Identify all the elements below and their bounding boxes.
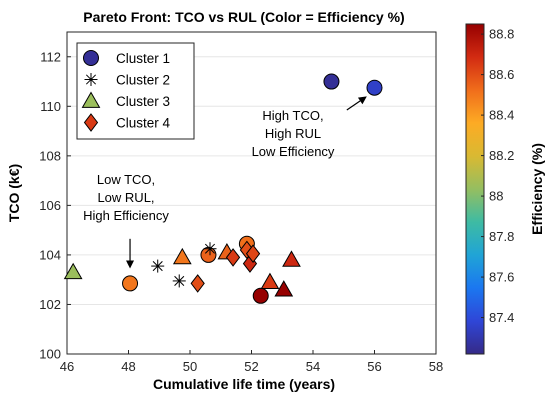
legend-marker-asterisk xyxy=(84,73,98,86)
colorbar-tick-label: 88.8 xyxy=(489,27,514,42)
annotation-text: High RUL xyxy=(265,126,321,141)
asterisk-stroke xyxy=(204,243,216,254)
data-point-triangle xyxy=(274,280,294,297)
y-tick-label: 110 xyxy=(40,99,61,114)
x-axis: 46 48 50 52 54 56 58 xyxy=(60,350,443,374)
x-tick-label: 50 xyxy=(183,359,197,374)
data-point-circle xyxy=(122,275,139,292)
legend-label: Cluster 4 xyxy=(116,116,171,131)
legend: Cluster 1 Cluster 2 Cluster 3 Cluster 4 xyxy=(76,42,195,140)
annotation-text: Low RUL, xyxy=(97,190,154,205)
y-tick-label: 112 xyxy=(40,49,61,64)
x-tick-label: 46 xyxy=(60,359,74,374)
colorbar: 87.4 87.6 87.8 88 88.2 88.4 88.6 88.8 xyxy=(465,23,514,355)
data-point-triangle xyxy=(63,262,83,280)
annotation-text: High TCO, xyxy=(262,108,323,123)
colorbar-tick-label: 88.6 xyxy=(489,67,514,82)
data-points xyxy=(63,73,383,304)
y-axis: 100 102 104 106 108 110 112 xyxy=(39,49,71,362)
legend-label: Cluster 3 xyxy=(116,94,170,109)
annotations: High TCO, High RUL Low Efficiency Low TCO, L… xyxy=(83,96,367,269)
data-point-diamond xyxy=(190,274,205,293)
y-tick-label: 102 xyxy=(39,297,61,312)
y-tick-label: 108 xyxy=(39,148,61,163)
colorbar-tick-label: 88.2 xyxy=(489,148,514,163)
y-tick-label: 100 xyxy=(39,347,61,362)
colorbar-label: Efficiency (%) xyxy=(529,143,545,235)
x-tick-label: 58 xyxy=(429,359,443,374)
y-tick-label: 104 xyxy=(39,247,61,262)
annotation-arrow xyxy=(346,100,361,111)
data-point-diamond xyxy=(245,244,261,264)
data-point-triangle xyxy=(282,250,301,267)
legend-marker-triangle xyxy=(81,91,101,108)
colorbar-tick-label: 87.6 xyxy=(489,270,514,285)
legend-marker-circle xyxy=(83,50,99,66)
data-point-asterisk xyxy=(203,242,217,256)
asterisk-stroke xyxy=(174,275,185,286)
annotation-text: Low Efficiency xyxy=(252,144,335,159)
data-point-triangle xyxy=(172,247,192,265)
data-point-asterisk xyxy=(151,259,165,273)
chart-title: Pareto Front: TCO vs RUL (Color = Effici… xyxy=(83,9,404,25)
annotation-text: High Efficiency xyxy=(83,208,169,223)
x-axis-label: Cumulative life time (years) xyxy=(153,376,335,392)
data-point-circle xyxy=(366,79,383,96)
annotation-arrowhead xyxy=(126,260,135,269)
asterisk-stroke xyxy=(152,261,163,272)
y-axis-label: TCO (k€) xyxy=(6,164,22,222)
legend-label: Cluster 2 xyxy=(116,73,170,88)
annotation-arrowhead xyxy=(357,96,367,105)
legend-label: Cluster 1 xyxy=(116,51,170,66)
colorbar-tick-label: 88 xyxy=(489,189,503,204)
asterisk-stroke xyxy=(85,74,97,85)
legend-marker-diamond xyxy=(83,113,99,132)
x-tick-label: 56 xyxy=(367,359,381,374)
colorbar-tick-label: 87.4 xyxy=(489,310,514,325)
colorbar-tick-label: 88.4 xyxy=(489,108,514,123)
data-point-asterisk xyxy=(172,274,186,288)
x-tick-label: 52 xyxy=(244,359,258,374)
x-tick-label: 48 xyxy=(121,359,135,374)
data-point-circle xyxy=(252,287,269,304)
colorbar-tick-label: 87.8 xyxy=(489,229,514,244)
data-point-diamond xyxy=(225,248,241,267)
x-tick-label: 54 xyxy=(306,359,320,374)
data-point-triangle xyxy=(260,272,280,290)
colorbar-gradient xyxy=(465,23,485,355)
annotation-text: Low TCO, xyxy=(97,172,155,187)
y-tick-label: 106 xyxy=(39,198,61,213)
data-point-circle xyxy=(323,73,340,90)
